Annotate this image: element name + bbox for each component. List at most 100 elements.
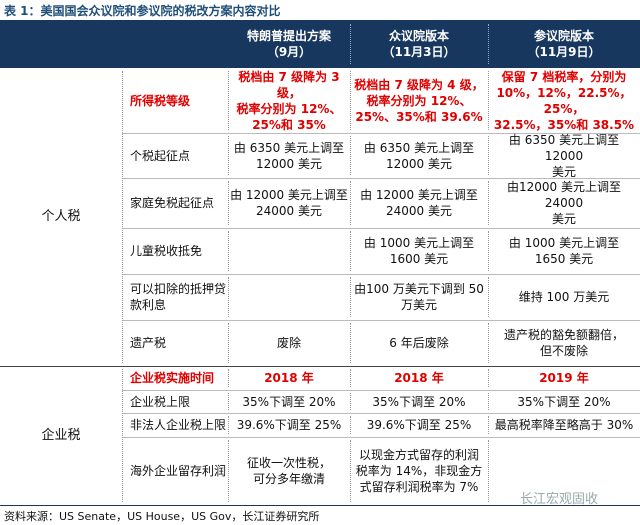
cell-line: 24000 美元: [386, 204, 452, 218]
row-label-text: 所得税等级: [130, 93, 191, 108]
cell-line: 35%下调至 20%: [242, 394, 336, 409]
header-divider: [488, 24, 489, 64]
cell-line: 税率分别为 12%、: [366, 93, 472, 108]
cell-line: 2018 年: [394, 371, 444, 385]
cell-line: 税档由 7 级降为 3 级，: [238, 69, 340, 100]
cell-line: 10%，12%，22.5%，25%，: [496, 85, 632, 116]
row-label-text: 海外企业留存利润: [130, 464, 227, 478]
col-divider: [488, 277, 489, 317]
table-title: 表 1：美国国会众议院和参议院的税改方案内容对比: [4, 4, 281, 18]
cell-line: 美元: [551, 164, 576, 179]
col-divider: [228, 136, 229, 175]
row-label-text: 家庭免税起征点: [130, 196, 215, 210]
table-cell: 由 12000 美元上调至 24000 美元: [350, 178, 488, 228]
cell-line: 35%下调至 20%: [372, 394, 466, 409]
table-cell: 39.6%下调至 25%: [350, 413, 488, 437]
col-divider: [350, 136, 351, 175]
col-divider: [228, 277, 229, 317]
row-label: 所得税等级: [122, 68, 228, 133]
row-line: [122, 228, 640, 229]
cell-line: 39.6%下调至 25%: [236, 418, 342, 432]
row-label: 遗产税: [122, 320, 228, 366]
col-divider: [488, 231, 489, 271]
table-cell: 由 12000 美元上调至 24000 美元: [228, 178, 350, 228]
cell-line: 由 1000 美元上调至: [508, 236, 620, 250]
cell-line: 税率为 14%，非现金方: [355, 464, 483, 478]
cell-line: 25%、35%和 39.6%: [355, 109, 483, 124]
table-cell: 遗产税的豁免额翻倍， 但不废除: [488, 320, 640, 366]
row-label-text: 可以扣除的抵押贷款利息: [130, 282, 227, 312]
row-label-text: 儿童税收抵免: [130, 244, 203, 258]
cell-line: 35%下调至 20%: [517, 394, 611, 409]
row-label: 儿童税收抵免: [122, 228, 228, 274]
row-label-text: 企业税实施时间: [130, 371, 215, 385]
table-cell: 6 年后废除: [350, 320, 488, 366]
col-divider: [488, 393, 489, 410]
table-cell: 35%下调至 20%: [350, 390, 488, 413]
col-divider: [122, 369, 123, 502]
col-divider: [350, 277, 351, 317]
col-divider: [488, 71, 489, 130]
group-label: 企业税: [0, 366, 122, 505]
row-label-text: 遗产税: [130, 336, 167, 350]
table-cell: 最高税率降至略高于 30%: [488, 413, 640, 437]
cell-line: 2018 年: [264, 371, 314, 385]
table-cell: 2019 年: [488, 366, 640, 390]
col-divider: [488, 416, 489, 434]
table-cell: 2018 年: [228, 366, 350, 390]
row-label-text: 企业税上限: [130, 394, 191, 409]
cell-line: 由 6350 美元上调至: [363, 140, 475, 155]
row-label: 个税起征点: [122, 133, 228, 178]
cell-line: 维持 100 万美元: [518, 290, 610, 304]
cell-line: 由 12000 美元上调至: [230, 188, 348, 202]
group-label-text: 企业税: [41, 427, 81, 443]
row-label-text: 个税起征点: [130, 148, 191, 163]
table-cell: 由 6350 美元上调至 12000 美元: [228, 133, 350, 178]
table-cell: 由 1000 美元上调至 1600 美元: [350, 228, 488, 274]
group-line: [0, 366, 640, 367]
row-line: [122, 413, 640, 414]
row-line: [122, 320, 640, 321]
table-cell: 2018 年: [350, 366, 488, 390]
cell-line: （11月3日）: [382, 45, 456, 59]
col-divider: [350, 71, 351, 130]
col-divider: [228, 416, 229, 434]
row-label: 非法人企业税上限: [122, 413, 228, 437]
cell-line: 特朗普提出方案: [246, 29, 331, 43]
cell-line: 征收一次性税，: [246, 456, 331, 470]
row-line: [122, 390, 640, 391]
cell-line: 遗产税的豁免额翻倍，: [503, 328, 624, 342]
header-cell: 特朗普提出方案 （9月）: [228, 20, 350, 68]
cell-line: 由 12000 美元上调至: [360, 188, 478, 202]
col-divider: [228, 440, 229, 502]
header-cell: 参议院版本 （11月9日）: [488, 20, 640, 68]
cell-line: 39.6%下调至 25%: [366, 418, 472, 432]
cell-line: 由 6350 美元上调至 12000: [508, 132, 620, 163]
row-label: 可以扣除的抵押贷款利息: [122, 274, 228, 320]
col-divider: [228, 71, 229, 130]
cell-line: 6 年后废除: [389, 336, 449, 350]
col-divider: [228, 369, 229, 387]
cell-line: 由 1000 美元上调至: [363, 236, 475, 250]
col-divider: [488, 369, 489, 387]
col-divider: [228, 323, 229, 363]
table-cell: 税档由 7 级降为 4 级， 税率分别为 12%、 25%、35%和 39.6%: [350, 68, 488, 133]
table-cell: 保留 7 档税率，分别为 10%，12%，22.5%，25%， 32.5%，35%和…: [488, 68, 640, 133]
source-note: 资料来源：US Senate，US House，US Gov，长江证券研究所: [4, 510, 320, 523]
col-divider: [488, 323, 489, 363]
cell-line: 由12000 美元上调至 24000: [507, 180, 621, 210]
row-label: 家庭免税起征点: [122, 178, 228, 228]
col-divider: [350, 369, 351, 387]
cell-line: 保留 7 档税率，分别为: [501, 69, 627, 84]
table-cell: 废除: [228, 320, 350, 366]
table-cell: 由12000 美元上调至 24000 美元: [488, 178, 640, 228]
row-label: 海外企业留存利润: [122, 437, 228, 505]
row-line: [122, 133, 640, 134]
cell-line: 参议院版本: [533, 29, 594, 43]
cell-line: 式留存利润税率为 7%: [359, 480, 479, 494]
cell-line: 众议院版本: [388, 29, 449, 43]
table-cell: 35%下调至 20%: [488, 390, 640, 413]
cell-line: 1650 美元: [534, 252, 594, 266]
watermark: 长江宏观固收: [520, 492, 599, 507]
cell-line: 25%和 35%: [252, 117, 326, 132]
